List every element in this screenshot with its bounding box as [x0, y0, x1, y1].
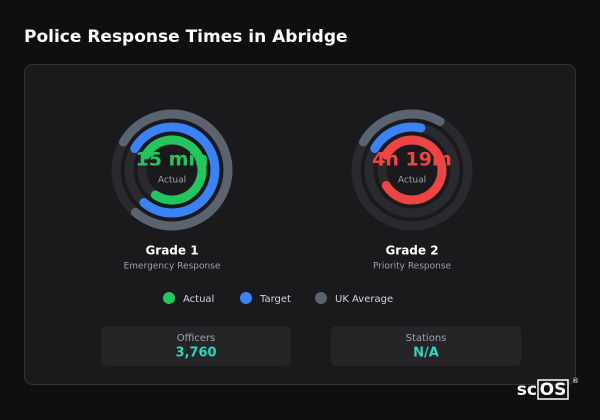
center-value: 15 min — [136, 149, 209, 171]
logo-boxed: OS — [540, 380, 567, 400]
stat-box — [101, 326, 291, 366]
legend-label: Target — [259, 294, 291, 305]
ring-arc — [119, 109, 233, 231]
center-value: 4h 19m — [372, 149, 452, 171]
legend-label: Actual — [183, 294, 214, 305]
logo-prefix: sc — [517, 380, 537, 400]
center-label: Actual — [158, 176, 186, 186]
center-label: Actual — [398, 176, 426, 186]
title: Police Response Times in Abridge — [24, 27, 348, 47]
stat-box — [331, 326, 521, 366]
legend-dot — [240, 292, 252, 304]
logo-mark: ® — [572, 377, 579, 385]
legend-dot — [315, 292, 327, 304]
stat-label: Officers — [177, 333, 216, 344]
gauge-subtitle: Priority Response — [373, 262, 452, 272]
ring-arc — [141, 135, 207, 205]
gauge-subtitle: Emergency Response — [124, 262, 221, 272]
gauge-name: Grade 2 — [385, 244, 438, 258]
legend-label: UK Average — [335, 294, 393, 305]
stat-label: Stations — [406, 333, 447, 344]
logo-box — [537, 379, 569, 400]
gauge-name: Grade 1 — [145, 244, 198, 258]
ring-arc — [130, 122, 220, 218]
ring-arc — [381, 135, 447, 205]
ring-arc — [370, 122, 426, 153]
legend-dot — [163, 292, 175, 304]
ring-arc — [359, 109, 445, 147]
stat-value: N/A — [413, 346, 439, 361]
stat-value: 3,760 — [175, 346, 216, 361]
